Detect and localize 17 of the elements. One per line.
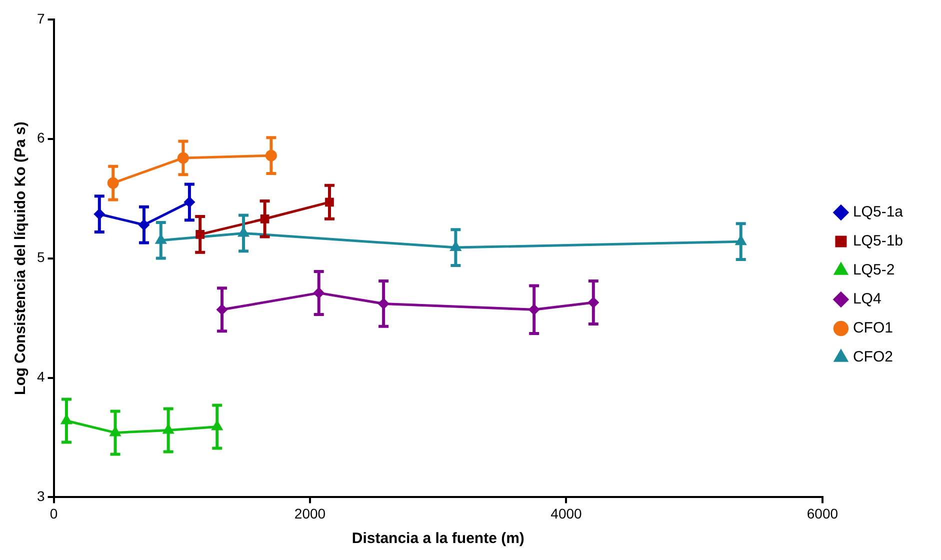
y-tick-label: 6 [36, 130, 45, 146]
legend-label: LQ4 [852, 290, 882, 308]
x-tick-label: 6000 [806, 505, 838, 522]
y-axis-title: Log Consistencia del líquido Ko (Pa s) [12, 122, 30, 395]
y-tick-label: 3 [36, 488, 45, 504]
x-axis-title: Distancia a la fuente (m) [352, 530, 524, 548]
y-tick-label: 7 [36, 10, 45, 26]
legend-label: CFO2 [852, 348, 893, 366]
x-tick-label: 0 [50, 505, 58, 522]
y-tick-label: 4 [36, 368, 45, 385]
legend-label: CFO1 [852, 320, 893, 337]
legend-label: LQ5-2 [852, 262, 895, 279]
x-tick-label: 4000 [550, 505, 582, 522]
y-tick-label: 5 [36, 249, 45, 266]
legend-label: LQ5-1b [852, 232, 904, 250]
legend-label: LQ5-1a [852, 204, 904, 221]
x-tick-label: 2000 [294, 505, 326, 522]
